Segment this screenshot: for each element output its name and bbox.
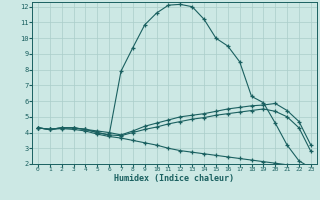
X-axis label: Humidex (Indice chaleur): Humidex (Indice chaleur) bbox=[115, 174, 234, 183]
